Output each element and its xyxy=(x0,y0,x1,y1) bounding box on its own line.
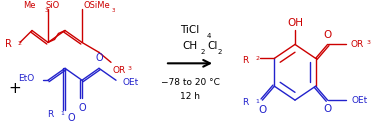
Text: OSiMe: OSiMe xyxy=(84,1,110,10)
Text: 2: 2 xyxy=(218,49,222,55)
Text: O: O xyxy=(324,104,332,114)
Text: O: O xyxy=(95,53,103,63)
Text: O: O xyxy=(258,105,266,115)
Text: −78 to 20 °C: −78 to 20 °C xyxy=(161,78,220,87)
Text: 3: 3 xyxy=(367,40,370,45)
Text: 12 h: 12 h xyxy=(180,92,200,101)
Text: 3: 3 xyxy=(45,8,48,13)
Text: OEt: OEt xyxy=(123,78,139,87)
Text: Me: Me xyxy=(23,1,36,10)
Text: 1: 1 xyxy=(256,99,259,104)
Text: +: + xyxy=(9,81,22,96)
Text: O: O xyxy=(67,113,75,123)
Text: Cl: Cl xyxy=(207,41,217,51)
Text: CH: CH xyxy=(183,41,198,51)
Text: 1: 1 xyxy=(60,111,64,116)
Text: OR: OR xyxy=(112,66,125,75)
Text: TiCl: TiCl xyxy=(180,25,200,36)
Text: OH: OH xyxy=(287,18,303,28)
Text: O: O xyxy=(324,30,332,40)
Text: R: R xyxy=(242,56,248,65)
Text: 2: 2 xyxy=(256,56,259,61)
Text: 3: 3 xyxy=(112,8,116,13)
Text: 2: 2 xyxy=(17,41,21,46)
Text: OEt: OEt xyxy=(352,96,368,105)
Text: EtO: EtO xyxy=(18,74,34,83)
Text: 3: 3 xyxy=(128,66,132,71)
Text: R: R xyxy=(242,98,248,107)
Text: SiO: SiO xyxy=(46,1,60,10)
Text: O: O xyxy=(78,103,86,113)
Text: R: R xyxy=(5,39,12,49)
Text: 4: 4 xyxy=(207,34,211,39)
Text: OR: OR xyxy=(351,40,364,49)
Text: R: R xyxy=(47,110,53,119)
Text: 2: 2 xyxy=(201,49,205,55)
